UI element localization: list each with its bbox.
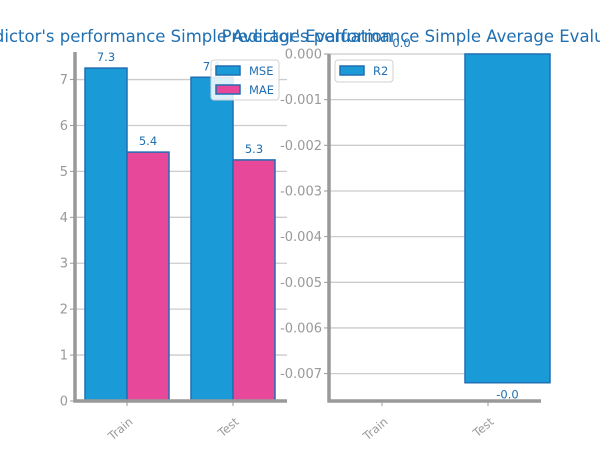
- r2-x-tick-label-test: Test: [469, 414, 496, 440]
- r2-data-label-r2-train: 0.0: [392, 36, 410, 50]
- mse-mae-y-tick-label: 4: [60, 211, 68, 226]
- r2-y-tick-label: -0.005: [280, 276, 322, 291]
- chart-mse-mae-legend: MSE MAE: [210, 59, 280, 101]
- chart-r2-title: Predictor's performance Simple Average E…: [222, 27, 600, 46]
- mse-mae-data-label-mse-train: 7.3: [97, 50, 115, 64]
- chart-mse-mae-bars: [84, 67, 276, 402]
- r2-y-tick-label: -0.001: [280, 93, 322, 108]
- mse-mae-bar-mae-test: [232, 159, 276, 402]
- r2-y-tick-label: -0.003: [280, 184, 322, 199]
- r2-legend-swatch-r2: [339, 65, 365, 76]
- mse-mae-y-tick-label: 2: [60, 303, 68, 318]
- titles: Predictor's performance Simple Average E…: [0, 27, 600, 46]
- chart-r2: 0.000-0.001-0.002-0.003-0.004-0.005-0.00…: [280, 36, 551, 444]
- chart-r2-y-ticks: 0.000 -0.001 -0.002 -0.003 -0.004 -0.005 -0.00…: [280, 48, 329, 382]
- chart-r2-data-labels: 0.0 -0.0: [392, 36, 518, 402]
- r2-data-label-r2-test: -0.0: [496, 388, 518, 402]
- chart-r2-x-ticks: Train Test: [360, 401, 497, 444]
- mse-mae-legend-label-mae: MAE: [249, 83, 274, 97]
- mse-mae-y-tick-label: 0: [60, 395, 68, 410]
- r2-legend-label-r2: R2: [373, 64, 388, 78]
- mse-mae-legend-label-mse: MSE: [249, 64, 274, 78]
- chart-mse-mae-x-ticks: Train Test: [105, 401, 242, 444]
- r2-bar-r2-test: [464, 53, 551, 384]
- mse-mae-x-tick-label-test: Test: [214, 414, 241, 440]
- r2-y-tick-label: -0.006: [280, 321, 322, 336]
- mse-mae-legend-swatch-mae: [215, 84, 241, 95]
- mse-mae-data-label-mae-test: 5.3: [245, 142, 263, 156]
- mse-mae-data-label-mae-train: 5.4: [139, 134, 157, 148]
- mse-mae-y-tick-label: 7: [60, 73, 68, 88]
- mse-mae-y-tick-label: 3: [60, 257, 68, 272]
- chart-mse-mae-y-ticks: 0 1 2 3 4 5 6 7: [60, 73, 75, 410]
- chart-mse-mae-axes: [73, 52, 287, 403]
- chart-r2-legend: R2: [334, 59, 394, 83]
- chart-mse-mae-title: Predictor's performance Simple Average E…: [0, 27, 392, 46]
- r2-y-tick-label: -0.004: [280, 230, 322, 245]
- mse-mae-x-tick-label-train: Train: [105, 415, 136, 444]
- r2-y-tick-label: 0.000: [285, 48, 322, 63]
- mse-mae-legend-swatch-mse: [215, 65, 241, 76]
- r2-y-tick-label: -0.007: [280, 367, 322, 382]
- chart-r2-bars: [464, 53, 551, 384]
- mse-mae-bar-mse-test: [190, 76, 234, 402]
- r2-y-tick-label: -0.002: [280, 139, 322, 154]
- chart-r2-axes: [327, 54, 541, 403]
- mse-mae-y-tick-label: 6: [60, 119, 68, 134]
- mse-mae-y-tick-label: 5: [60, 165, 68, 180]
- mse-mae-bar-mae-train: [126, 151, 170, 402]
- mse-mae-bar-mse-train: [84, 67, 128, 402]
- mse-mae-y-tick-label: 1: [60, 349, 68, 364]
- r2-x-tick-label-train: Train: [360, 415, 391, 444]
